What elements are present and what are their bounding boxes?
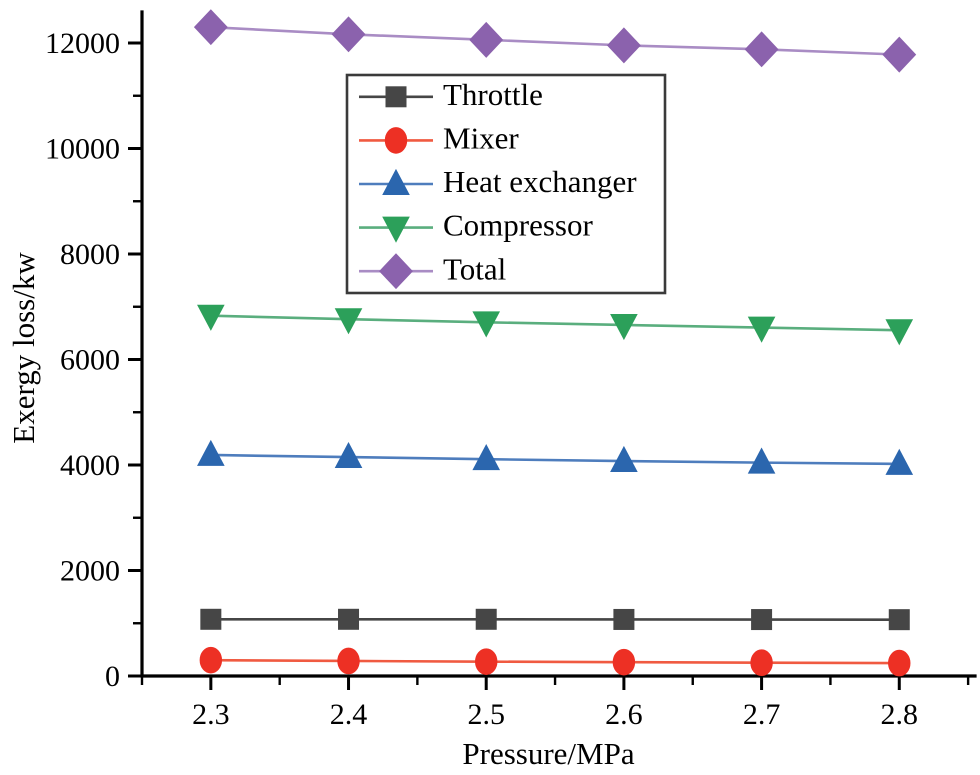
data-point-diamond: [193, 9, 228, 46]
data-point-square: [888, 609, 910, 631]
chart-legend[interactable]: Throttle Mixer Heat exchanger Compressor Tot…: [345, 73, 667, 295]
legend-item-label: Heat exchanger: [443, 164, 637, 199]
data-point-triangle-down: [885, 319, 914, 346]
y-tick-label: 8000: [60, 238, 120, 271]
series-throttle: [200, 608, 910, 631]
data-point-circle: [475, 648, 498, 675]
data-point-circle: [750, 649, 773, 677]
data-point-circle: [612, 648, 636, 676]
data-point-triangle-up: [747, 447, 776, 474]
data-point-triangle-down: [382, 216, 410, 243]
series-compressor: [197, 304, 914, 346]
series-total: [193, 9, 917, 73]
legend-item-label: Mixer: [443, 121, 519, 156]
data-point-triangle-down: [197, 304, 225, 331]
y-tick-label: 4000: [60, 449, 120, 482]
y-tick-label: 6000: [60, 344, 120, 377]
axes: 0 2000 4000 6000 8000 10000 12000 2.3 2.4 2.5 2.6 2…: [45, 10, 977, 731]
data-point-diamond: [379, 253, 413, 290]
x-axis-title: Pressure/MPa: [462, 736, 634, 771]
legend-item-total[interactable]: Total: [359, 251, 506, 290]
data-point-circle: [337, 647, 360, 675]
series-heat-exchanger: [197, 439, 914, 475]
y-tick-label: 12000: [45, 27, 120, 60]
x-tick-label: 2.4: [330, 698, 368, 731]
data-point-diamond: [469, 21, 504, 58]
legend-item-label: Compressor: [443, 208, 594, 243]
data-point-triangle-down: [747, 316, 776, 343]
data-point-circle: [384, 127, 408, 154]
legend-item-mixer[interactable]: Mixer: [359, 121, 519, 156]
data-series: [193, 9, 917, 677]
y-tick-label: 10000: [45, 133, 120, 166]
series-line: [210, 658, 900, 665]
legend-item-label: Total: [443, 251, 506, 286]
data-point-triangle-up: [610, 445, 638, 472]
data-point-triangle-up: [334, 441, 363, 469]
data-point-triangle-up: [197, 439, 225, 466]
data-point-square: [475, 608, 497, 630]
series-line: [210, 453, 900, 466]
data-point-square: [613, 608, 635, 630]
data-point-triangle-up: [472, 444, 501, 471]
x-tick-label: 2.7: [743, 698, 781, 731]
axis-labels: Pressure/MPa Exergy loss/kw: [6, 252, 635, 771]
data-point-triangle-down: [472, 311, 501, 338]
series-line: [210, 25, 900, 56]
data-point-diamond: [331, 16, 366, 53]
y-axis-title: Exergy loss/kw: [6, 252, 41, 444]
x-tick-label: 2.8: [881, 698, 919, 731]
data-point-square: [338, 608, 360, 630]
legend-item-compressor[interactable]: Compressor: [359, 208, 594, 243]
data-point-circle: [199, 646, 223, 674]
y-tick-label: 2000: [60, 555, 120, 588]
y-tick-label: 0: [105, 660, 120, 693]
data-point-triangle-up: [382, 168, 410, 195]
legend-item-throttle[interactable]: Throttle: [359, 77, 543, 112]
data-point-square: [385, 86, 407, 108]
data-point-square: [200, 608, 222, 630]
x-tick-label: 2.5: [467, 698, 505, 731]
series-mixer: [199, 646, 911, 677]
data-point-triangle-up: [885, 448, 914, 475]
data-point-triangle-down: [334, 308, 363, 335]
x-tick-label: 2.6: [605, 698, 643, 731]
data-point-diamond: [882, 36, 917, 73]
legend-item-heat-exchanger[interactable]: Heat exchanger: [359, 164, 637, 199]
data-point-circle: [888, 649, 911, 677]
data-point-diamond: [606, 27, 641, 64]
legend-item-label: Throttle: [443, 77, 543, 112]
data-point-square: [751, 609, 773, 631]
data-point-diamond: [744, 31, 779, 68]
data-point-triangle-down: [610, 313, 638, 341]
series-line: [210, 314, 900, 332]
x-tick-label: 2.3: [192, 698, 230, 731]
